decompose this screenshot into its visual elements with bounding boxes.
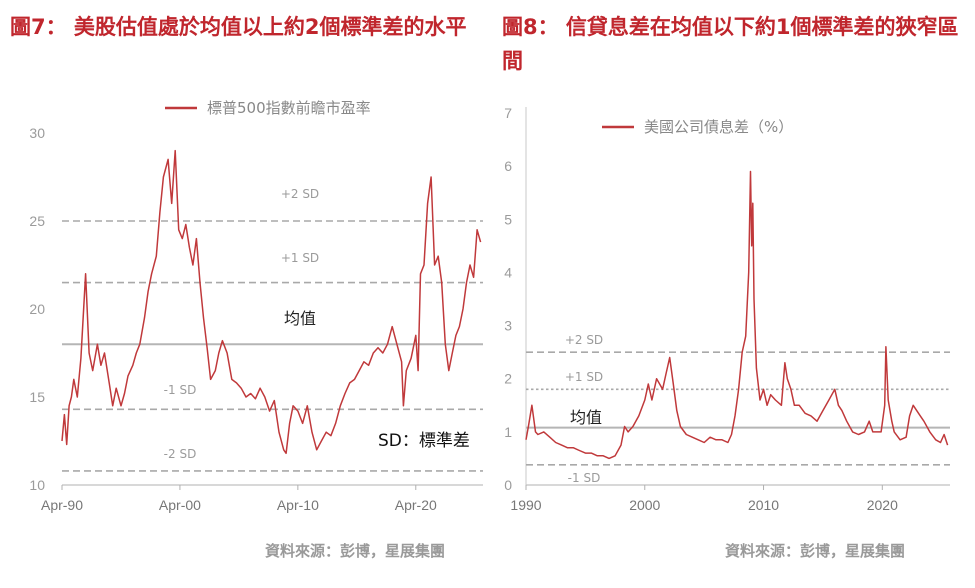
mean-label: 均值: [284, 309, 316, 328]
x-tick-label: 2020: [867, 497, 898, 513]
y-tick-label: 6: [504, 158, 512, 174]
figure-8-source: 資料來源：彭博，星展集團: [725, 542, 906, 560]
sd-label: -1 SD: [568, 471, 601, 485]
y-tick-label: 3: [504, 318, 512, 334]
y-tick-label: 7: [504, 105, 512, 121]
sd-label: +2 SD: [281, 187, 319, 201]
y-tick-label: 25: [29, 213, 45, 229]
sd-label: -2 SD: [164, 447, 197, 461]
sd-label: +1 SD: [565, 370, 603, 384]
y-tick-label: 1: [504, 424, 512, 440]
y-tick-label: 5: [504, 211, 512, 227]
figure-7-title: 圖7： 美股估值處於均值以上約2個標準差的水平: [10, 15, 467, 39]
x-tick-label: Apr-90: [41, 497, 83, 513]
figure-7-source: 資料來源：彭博，星展集團: [265, 542, 446, 560]
x-tick-label: 1990: [510, 497, 541, 513]
x-tick-label: Apr-20: [395, 497, 437, 513]
x-tick-label: Apr-10: [277, 497, 319, 513]
series-line: [61, 149, 482, 455]
figure-7-panel: 10 15 20 25 30 Apr-90 Apr-00 Apr-10 Apr-20 +2 SD +…: [10, 15, 483, 560]
x-tick-label: Apr-00: [159, 497, 201, 513]
credit-spread-chart: 0 1 2 3 4 5 6 7 1990 2000 2010 2020 +2 SD +1 SD 均值 -1 S…: [504, 105, 950, 513]
y-tick-label: 15: [29, 389, 45, 405]
y-tick-label: 20: [29, 301, 45, 317]
pe-ratio-chart: 10 15 20 25 30 Apr-90 Apr-00 Apr-10 Apr-20 +2 SD +…: [29, 99, 483, 513]
legend-label: 美國公司債息差（%）: [644, 118, 793, 136]
x-tick-label: 2010: [748, 497, 779, 513]
y-tick-label: 2: [504, 371, 512, 387]
sd-label: +1 SD: [281, 251, 319, 265]
mean-label: 均值: [570, 408, 602, 427]
figure-8-panel: 0 1 2 3 4 5 6 7 1990 2000 2010 2020 +2 SD +1 SD 均值 -1 S…: [490, 0, 975, 588]
sd-annotation: SD：標準差: [378, 431, 470, 451]
x-tick-label: 2000: [629, 497, 660, 513]
y-tick-label: 4: [504, 264, 512, 280]
series-line: [525, 170, 949, 460]
sd-label: -1 SD: [164, 383, 197, 397]
figure-8-title: 圖8： 信貸息差在均值以下約1個標準差的狹窄區間: [502, 15, 959, 73]
legend-label: 標普500指數前瞻市盈率: [207, 99, 371, 117]
sd-label: +2 SD: [565, 333, 603, 347]
y-tick-label: 30: [29, 125, 45, 141]
y-tick-label: 10: [29, 477, 45, 493]
y-tick-label: 0: [504, 477, 512, 493]
